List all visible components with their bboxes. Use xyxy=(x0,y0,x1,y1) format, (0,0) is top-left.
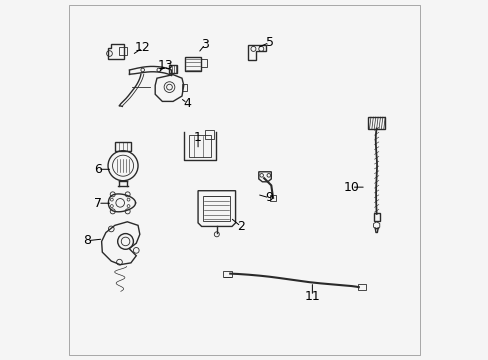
Bar xyxy=(205,130,214,139)
Text: 1: 1 xyxy=(194,131,202,144)
Text: 10: 10 xyxy=(343,181,359,194)
Bar xyxy=(367,117,385,129)
Bar xyxy=(357,284,365,290)
Text: 8: 8 xyxy=(83,234,91,247)
Bar xyxy=(119,47,126,55)
Text: 13: 13 xyxy=(158,59,173,72)
Bar xyxy=(269,195,275,202)
Text: 5: 5 xyxy=(265,36,273,49)
Bar xyxy=(203,196,230,221)
Bar xyxy=(201,59,207,67)
Bar xyxy=(184,57,201,71)
Text: 11: 11 xyxy=(304,289,320,303)
Text: 9: 9 xyxy=(265,192,273,204)
Bar xyxy=(169,65,176,73)
Bar xyxy=(373,213,379,221)
Text: 2: 2 xyxy=(237,220,244,233)
Text: 3: 3 xyxy=(201,38,209,51)
Text: 6: 6 xyxy=(94,163,102,176)
Text: 4: 4 xyxy=(183,97,191,110)
Bar xyxy=(182,84,187,91)
Bar xyxy=(189,135,210,157)
Bar xyxy=(223,271,231,277)
Bar xyxy=(115,142,131,151)
Text: 7: 7 xyxy=(94,197,102,210)
Text: 12: 12 xyxy=(135,41,150,54)
